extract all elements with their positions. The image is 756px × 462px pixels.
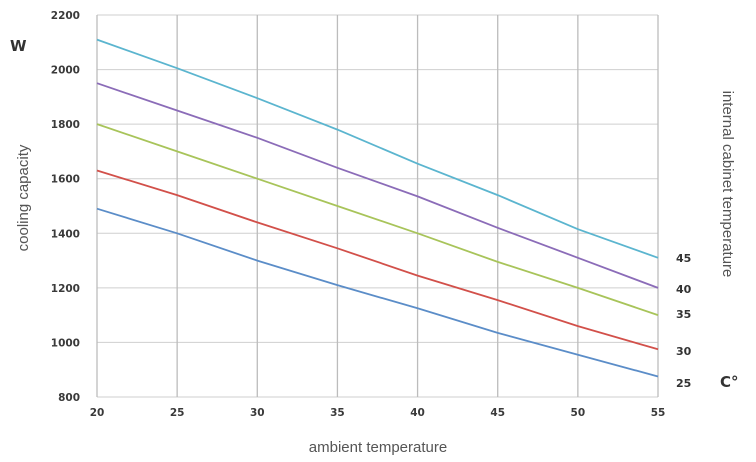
- x-axis-ticks: 20 25 30 35 40 45 50 55: [90, 407, 666, 419]
- series-label-25: 25: [676, 377, 691, 390]
- y-unit-label: W: [10, 37, 27, 55]
- grid: [96, 14, 659, 398]
- x-axis-title: ambient temperature: [309, 439, 447, 456]
- series-label-35: 35: [676, 308, 691, 321]
- series-label-30: 30: [676, 345, 692, 358]
- y-tick-label: 1200: [51, 283, 80, 295]
- series-line-45: [96, 38, 659, 259]
- y-tick-label: 2000: [51, 65, 80, 77]
- series-lines: [96, 38, 659, 378]
- y-tick-label: 1800: [51, 119, 80, 131]
- series-label-45: 45: [676, 252, 691, 265]
- x-tick-label: 45: [490, 407, 505, 419]
- y-tick-label: 1400: [51, 228, 80, 240]
- x-tick-label: 20: [90, 407, 105, 419]
- y-axis-title: cooling capacity: [15, 144, 32, 251]
- series-line-35: [96, 123, 659, 316]
- series-label-40: 40: [676, 283, 692, 296]
- series-line-30: [96, 169, 659, 351]
- y-tick-label: 2200: [51, 10, 80, 22]
- y-tick-label: 800: [58, 392, 80, 404]
- series-line-25: [96, 207, 659, 378]
- x-tick-label: 55: [651, 407, 666, 419]
- y-tick-label: 1600: [51, 174, 80, 186]
- x-tick-label: 50: [571, 407, 586, 419]
- series-labels: 45 40 35 30 25: [676, 252, 692, 390]
- series-line-40: [96, 82, 659, 289]
- x-tick-label: 30: [250, 407, 265, 419]
- x-tick-label: 35: [330, 407, 345, 419]
- y-tick-label: 1000: [51, 337, 80, 349]
- series-unit-label: C°: [720, 373, 739, 391]
- y-axis-ticks: 800 1000 1200 1400 1600 1800 2000 2200: [51, 10, 80, 404]
- x-tick-label: 25: [170, 407, 185, 419]
- series-axis-title: internal cabinet temperature: [719, 91, 736, 278]
- x-tick-label: 40: [410, 407, 425, 419]
